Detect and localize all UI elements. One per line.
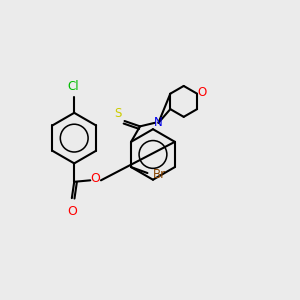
Text: O: O [198, 86, 207, 99]
Text: Br: Br [152, 168, 166, 181]
Text: O: O [91, 172, 100, 185]
Text: N: N [154, 116, 163, 129]
Text: S: S [114, 106, 122, 119]
Text: O: O [67, 205, 77, 218]
Text: Cl: Cl [68, 80, 80, 93]
